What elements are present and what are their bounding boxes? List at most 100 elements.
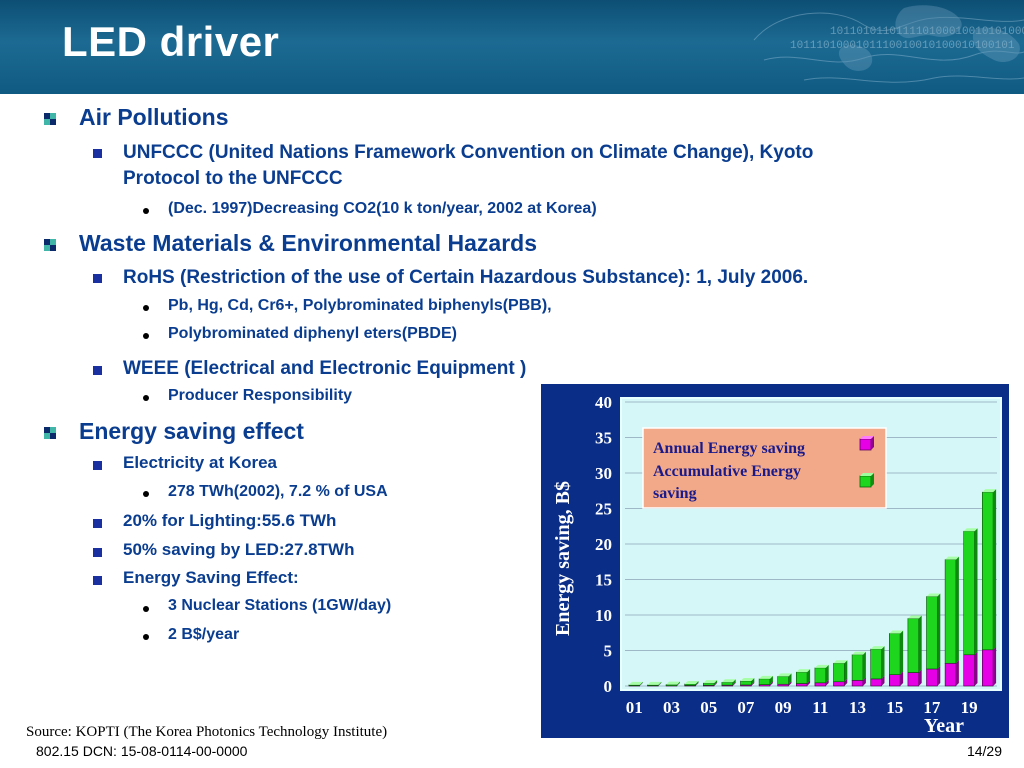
- bar-top-face: [814, 664, 829, 668]
- bar-annual-segment: [814, 682, 826, 687]
- slide-title: LED driver: [62, 18, 280, 65]
- dot-bullet-icon: [143, 491, 149, 497]
- bar-annual-side: [751, 681, 755, 686]
- bar-accumulative-segment: [870, 648, 882, 680]
- bar-accumulative-side: [714, 680, 718, 686]
- bar-11: [814, 664, 829, 687]
- square-bullet-icon: [93, 576, 102, 585]
- bullet-dec-1997: (Dec. 1997)Decreasing CO2(10 k ton/year,…: [168, 200, 597, 217]
- bar-12: [833, 660, 848, 687]
- bar-13: [851, 651, 866, 687]
- square-bullet-icon: [93, 519, 102, 528]
- y-tick-label: 30: [595, 464, 612, 483]
- square-bullet-icon: [93, 274, 102, 283]
- y-tick-label: 10: [595, 606, 612, 625]
- bar-02: [647, 681, 662, 687]
- bar-annual-side: [769, 681, 773, 686]
- bar-accumulative-side: [658, 681, 662, 686]
- x-tick-label: 03: [663, 698, 680, 717]
- x-tick-label: 13: [849, 698, 866, 717]
- square-bullet-icon: [93, 461, 102, 470]
- bar-top-face: [870, 646, 885, 650]
- bullet-rohs: RoHS (Restriction of the use of Certain …: [123, 267, 809, 288]
- bar-annual-segment: [982, 649, 994, 687]
- bar-annual-segment: [944, 662, 957, 687]
- bar-annual-segment: [963, 654, 975, 687]
- bar-08: [758, 675, 773, 687]
- bar-annual-segment: [870, 678, 882, 687]
- bar-accumulative-segment: [851, 654, 864, 681]
- bar-accumulative-side: [732, 679, 736, 686]
- y-tick-label: 40: [595, 393, 612, 412]
- bar-top-face: [852, 651, 866, 655]
- legend-line-3: saving: [653, 485, 697, 502]
- bar-top-face: [740, 678, 755, 682]
- bullet-weee: WEEE (Electrical and Electronic Equipmen…: [123, 358, 527, 379]
- bar-accumulative-segment: [926, 596, 938, 670]
- slide-header: 1011010110111101000100101010000100 10111…: [0, 0, 1024, 94]
- bar-accumulative-segment: [665, 684, 678, 686]
- bar-annual-side: [881, 675, 885, 686]
- bar-accumulative-segment: [647, 684, 659, 686]
- bullet-nuclear-stations: 3 Nuclear Stations (1GW/day): [168, 597, 392, 614]
- bar-accumulative-segment: [777, 676, 789, 685]
- bar-accumulative-segment: [907, 618, 919, 673]
- y-tick-label: 25: [595, 500, 612, 519]
- bar-annual-segment: [851, 680, 864, 687]
- bar-accumulative-side: [788, 673, 792, 685]
- bar-top-face: [684, 681, 699, 685]
- footer-dcn: 802.15 DCN: 15-08-0114-00-0000: [36, 743, 248, 759]
- bar-top-face: [703, 680, 718, 684]
- bar-accumulative-segment: [982, 491, 994, 651]
- dot-bullet-icon: [143, 305, 149, 311]
- bullet-pb-hg: Pb, Hg, Cd, Cr6+, Polybrominated bipheny…: [168, 297, 552, 314]
- bullet-electricity-korea: Electricity at Korea: [123, 453, 278, 472]
- binary-line-1: 1011010110111101000100101010000100: [830, 26, 1024, 38]
- bar-top-face: [759, 675, 773, 679]
- bar-accumulative-segment: [684, 683, 696, 686]
- bar-annual-segment: [833, 681, 845, 687]
- bar-05: [703, 680, 718, 687]
- bullet-278-twh: 278 TWh(2002), 7.2 % of USA: [168, 483, 388, 500]
- dot-bullet-icon: [143, 333, 149, 339]
- bar-top-face: [833, 660, 848, 664]
- bar-19: [963, 528, 978, 687]
- bar-accumulative-segment: [889, 633, 901, 675]
- y-tick-label: 5: [604, 642, 613, 661]
- bar-03: [665, 681, 680, 687]
- bar-annual-side: [788, 681, 792, 686]
- bar-annual-segment: [907, 672, 919, 687]
- bar-01: [628, 681, 643, 687]
- bar-accumulative-side: [974, 528, 978, 655]
- bar-annual-side: [676, 682, 680, 686]
- bar-accumulative-side: [862, 651, 866, 681]
- bar-top-face: [796, 669, 811, 673]
- bar-top-face: [945, 556, 959, 560]
- bullet-50-led: 50% saving by LED:27.8TWh: [123, 540, 355, 559]
- bar-annual-side: [974, 651, 978, 686]
- bar-annual-segment: [926, 668, 938, 687]
- bar-accumulative-segment: [814, 667, 826, 684]
- bar-annual-side: [639, 682, 643, 686]
- bar-10: [796, 669, 811, 687]
- x-tick-label: 01: [626, 698, 643, 717]
- source-note: Source: KOPTI (The Korea Photonics Techn…: [26, 724, 388, 740]
- bar-accumulative-side: [955, 556, 959, 664]
- bar-accumulative-side: [676, 681, 680, 686]
- square-bullet-icon: [44, 427, 56, 439]
- bar-annual-side: [732, 682, 736, 686]
- bar-top-face: [963, 528, 978, 532]
- square-bullet-icon: [93, 149, 102, 158]
- bullet-air-pollutions: Air Pollutions: [79, 104, 229, 130]
- square-bullet-icon: [93, 366, 102, 375]
- y-tick-label: 20: [595, 535, 612, 554]
- bullet-unfccc-continued: Protocol to the UNFCCC: [123, 168, 343, 189]
- legend-line-2: Accumulative Energy: [653, 463, 801, 480]
- bullet-producer-responsibility: Producer Responsibility: [168, 387, 353, 404]
- bar-annual-side: [695, 682, 699, 686]
- binary-line-2: 1011101000101110010010100010100101: [790, 40, 1015, 52]
- bullet-2-bdollar: 2 B$/year: [168, 626, 240, 643]
- y-tick-label: 35: [595, 429, 612, 448]
- bar-annual-side: [862, 677, 866, 686]
